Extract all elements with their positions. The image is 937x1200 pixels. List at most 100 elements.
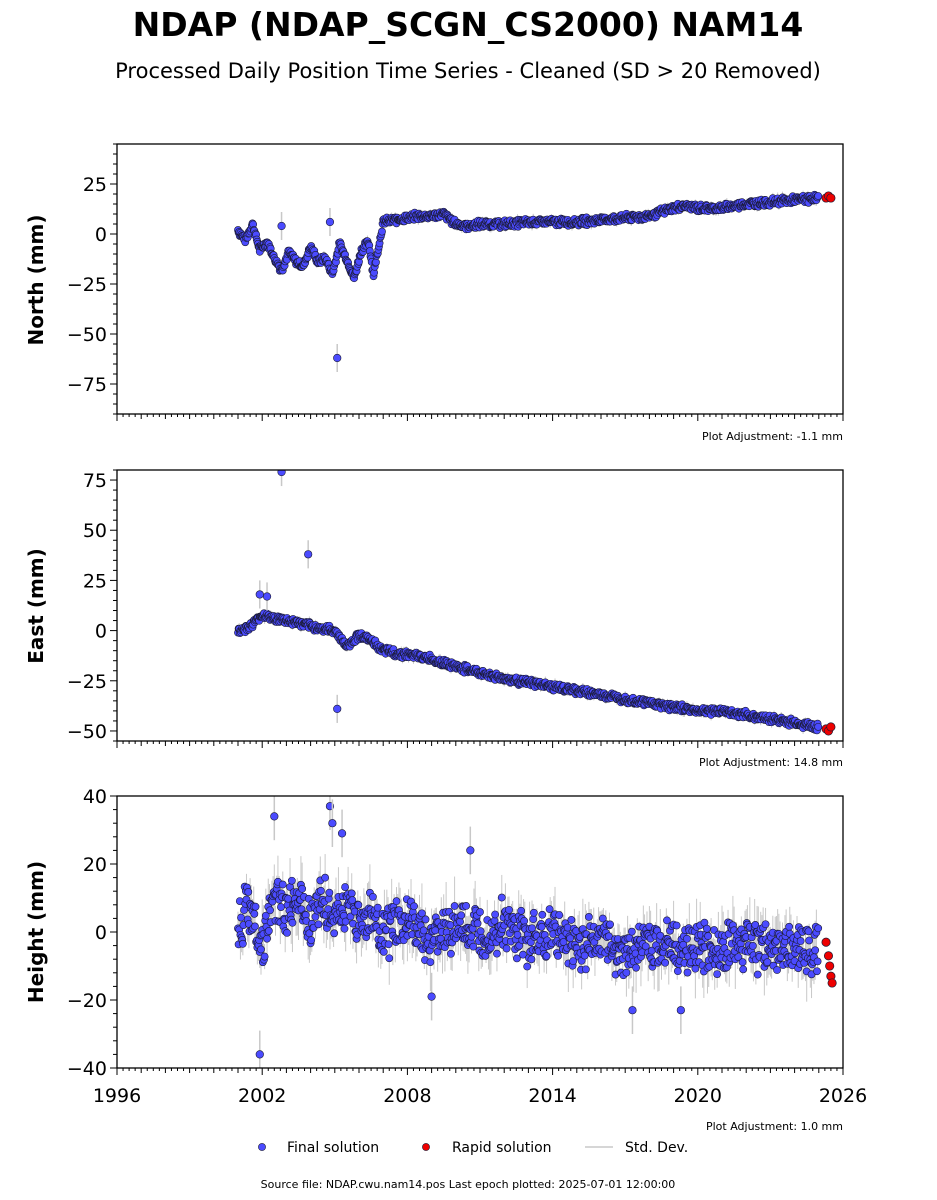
final-solution-point: [505, 905, 513, 914]
final-solution-point: [298, 884, 307, 893]
final-solution-point: [622, 968, 631, 977]
final-solution-point: [805, 936, 814, 945]
final-solution-point: [753, 970, 762, 979]
final-solution-point: [392, 897, 401, 906]
y-tick-label: −50: [67, 721, 107, 743]
final-solution-point: [520, 917, 529, 925]
final-solution-point: [384, 940, 393, 949]
source-footer: Source file: NDAP.cwu.nam14.pos Last epo…: [261, 1178, 676, 1191]
axes-frame: [116, 143, 844, 415]
final-solution-outlier: [333, 704, 342, 713]
final-solution-outlier: [270, 812, 279, 821]
x-tick-label: 2026: [819, 1085, 867, 1107]
final-solution-outlier: [255, 1050, 264, 1059]
final-solution-point: [691, 964, 700, 973]
final-solution-point: [251, 922, 259, 931]
height-panel: Height (mm) Plot Adjustment: 1.0 mm 40 20…: [24, 786, 867, 1133]
final-solution-outlier: [466, 846, 475, 855]
final-solution-point: [284, 894, 293, 903]
final-solution-point: [369, 892, 377, 901]
rapid-solution-point: [826, 193, 836, 203]
final-solution-point: [529, 908, 538, 917]
final-solution-outlier: [676, 1006, 685, 1015]
final-solution-point: [513, 954, 521, 963]
final-solution-point: [785, 922, 794, 931]
final-solution-point: [325, 888, 334, 897]
final-solution-outlier: [304, 550, 313, 559]
x-tick-label: 2008: [383, 1085, 431, 1107]
legend-rapid-label: Rapid solution: [452, 1140, 552, 1156]
final-solution-point: [385, 954, 394, 963]
y-tick-label: −25: [67, 671, 107, 693]
final-solution-point: [813, 967, 821, 976]
east-plot-adjustment: Plot Adjustment: 14.8 mm: [699, 756, 843, 769]
final-solution-point: [447, 949, 455, 958]
axes-frame: [116, 469, 844, 742]
east-ylabel: East (mm): [24, 548, 48, 664]
final-solution-point: [773, 966, 781, 974]
final-solution-point: [330, 929, 339, 938]
final-solution-point: [632, 963, 640, 972]
final-solution-point: [673, 967, 682, 976]
final-solution-point: [702, 924, 711, 933]
y-tick-label: −20: [67, 990, 107, 1012]
final-solution-point: [476, 908, 484, 916]
figure-title: NDAP (NDAP_SCGN_CS2000) NAM14: [133, 5, 804, 44]
final-solution-point: [238, 939, 247, 948]
north-ylabel: North (mm): [24, 214, 48, 345]
y-tick-label: 20: [83, 854, 107, 876]
y-tick-label: −25: [67, 274, 107, 296]
final-solution-point: [421, 915, 430, 924]
final-solution-point: [287, 876, 296, 885]
final-solution-point: [257, 945, 265, 954]
legend: Final solution Rapid solution Std. Dev.: [258, 1140, 688, 1156]
final-solution-point: [545, 905, 554, 914]
final-solution-point: [346, 912, 355, 921]
y-tick-label: 0: [95, 224, 107, 246]
final-solution-outlier: [337, 829, 347, 838]
final-solution-point: [559, 938, 568, 946]
final-solution-point: [567, 916, 576, 924]
y-tick-label: 40: [83, 786, 107, 808]
final-solution-outlier: [328, 819, 337, 828]
final-solution-point: [528, 924, 536, 933]
final-solution-point: [347, 889, 356, 898]
final-solution-point: [240, 906, 248, 914]
final-solution-point: [519, 950, 527, 959]
final-solution-point: [627, 927, 636, 936]
final-solution-point: [278, 880, 287, 889]
final-solution-point: [814, 722, 823, 731]
final-solution-point: [796, 937, 805, 945]
final-solution-point: [476, 927, 485, 936]
final-solution-point: [283, 928, 291, 937]
final-solution-point: [537, 922, 546, 931]
final-solution-point: [450, 902, 459, 910]
final-solution-point: [497, 893, 506, 902]
y-tick-label: 0: [95, 922, 107, 944]
final-solution-outlier: [255, 590, 264, 599]
final-solution-point: [379, 947, 388, 956]
final-solution-point: [378, 227, 386, 236]
final-solution-point: [672, 921, 681, 930]
y-tick-label: 0: [95, 621, 107, 643]
north-plot-adjustment: Plot Adjustment: -1.1 mm: [702, 430, 843, 443]
final-solution-point: [457, 911, 466, 920]
final-solution-point: [763, 958, 772, 967]
final-solution-outlier: [325, 217, 335, 227]
final-solution-point: [250, 909, 259, 918]
final-solution-point: [316, 886, 325, 895]
final-solution-point: [288, 918, 297, 927]
final-solution-point: [456, 917, 464, 926]
final-solution-point: [661, 958, 670, 967]
y-tick-label: 25: [83, 174, 107, 196]
final-solution-point: [585, 913, 593, 921]
east-panel: East (mm) Plot Adjustment: 14.8 mm 75 50 2…: [24, 469, 844, 769]
rapid-solution-point: [826, 722, 836, 732]
final-solution-point: [814, 192, 823, 200]
final-solution-point: [418, 909, 426, 918]
final-solution-point: [469, 942, 478, 951]
final-solution-point: [426, 958, 435, 966]
rapid-solution-point: [825, 961, 835, 971]
final-solution-point: [321, 873, 330, 882]
final-solution-point: [410, 902, 418, 911]
